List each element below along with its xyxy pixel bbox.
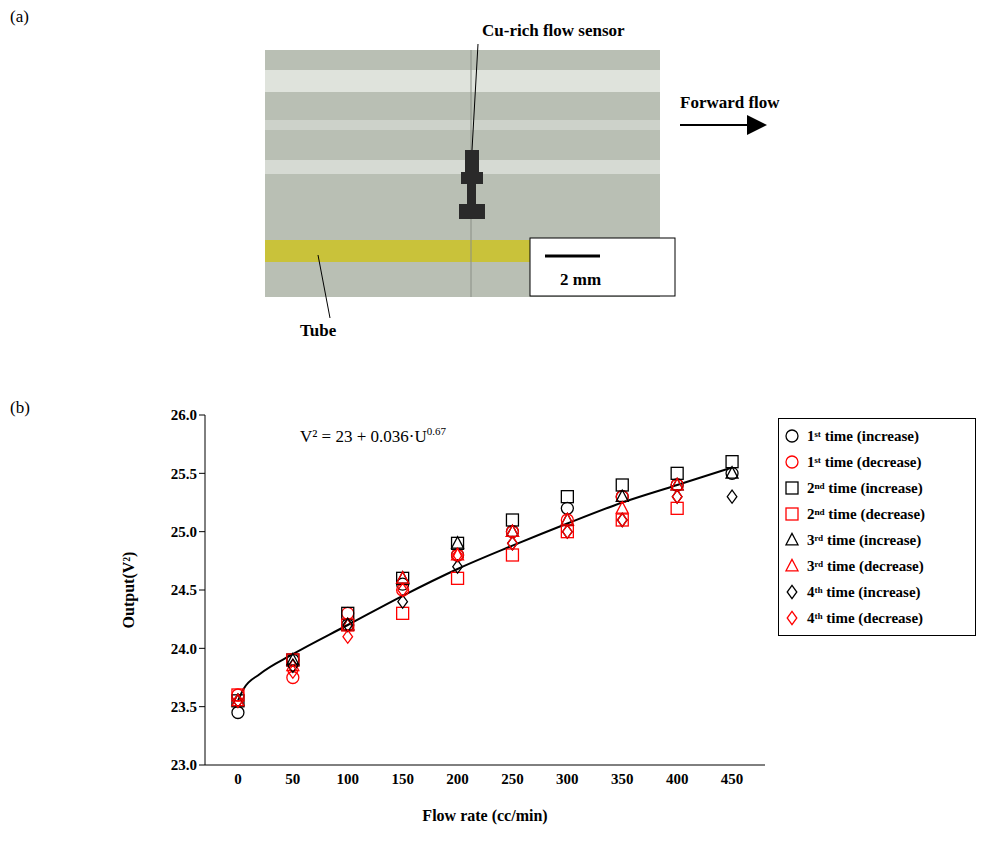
- html-text:4ᵗʰ time (increase): 4ᵗʰ time (increase): [807, 583, 921, 600]
- svg-text:23.5: 23.5: [171, 699, 197, 715]
- svg-text:400: 400: [666, 771, 689, 787]
- svg-text:300: 300: [556, 771, 579, 787]
- svg-text:Tube: Tube: [300, 321, 337, 340]
- html-text:3ʳᵈ time (increase): 3ʳᵈ time (increase): [807, 531, 922, 548]
- svg-text:250: 250: [501, 771, 524, 787]
- svg-text:50: 50: [285, 771, 300, 787]
- svg-text:26.0: 26.0: [171, 407, 197, 423]
- svg-text:200: 200: [446, 771, 469, 787]
- html-text:2ⁿᵈ time (increase): 2ⁿᵈ time (increase): [807, 479, 923, 496]
- svg-text:Forward flow: Forward flow: [680, 93, 780, 112]
- svg-text:Flow rate (cc/min): Flow rate (cc/min): [422, 807, 547, 825]
- svg-text:25.5: 25.5: [171, 466, 197, 482]
- svg-text:150: 150: [391, 771, 414, 787]
- html-text:(b): (b): [10, 398, 30, 417]
- svg-text:23.0: 23.0: [171, 757, 197, 773]
- svg-text:Output(V²): Output(V²): [120, 552, 138, 629]
- html-text:V² = 23 + 0.036·U0.67: V² = 23 + 0.036·U0.67: [300, 425, 446, 446]
- html-text:3ʳᵈ time (decrease): 3ʳᵈ time (decrease): [807, 557, 924, 574]
- svg-text:25.0: 25.0: [171, 524, 197, 540]
- svg-text:24.0: 24.0: [171, 641, 197, 657]
- html-text:4ᵗʰ time (decrease): 4ᵗʰ time (decrease): [807, 609, 924, 626]
- svg-text:100: 100: [336, 771, 359, 787]
- svg-text:2 mm: 2 mm: [560, 270, 601, 289]
- svg-text:24.5: 24.5: [171, 582, 197, 598]
- svg-text:(a): (a): [10, 7, 29, 26]
- svg-text:450: 450: [721, 771, 744, 787]
- svg-text:Cu-rich flow sensor: Cu-rich flow sensor: [482, 21, 625, 40]
- html-text:2ⁿᵈ time (decrease): 2ⁿᵈ time (decrease): [807, 505, 926, 522]
- svg-text:0: 0: [234, 771, 242, 787]
- html-text:1ˢᵗ time (increase): 1ˢᵗ time (increase): [807, 427, 919, 444]
- svg-text:350: 350: [611, 771, 634, 787]
- html-text:1ˢᵗ time (decrease): 1ˢᵗ time (decrease): [807, 453, 922, 470]
